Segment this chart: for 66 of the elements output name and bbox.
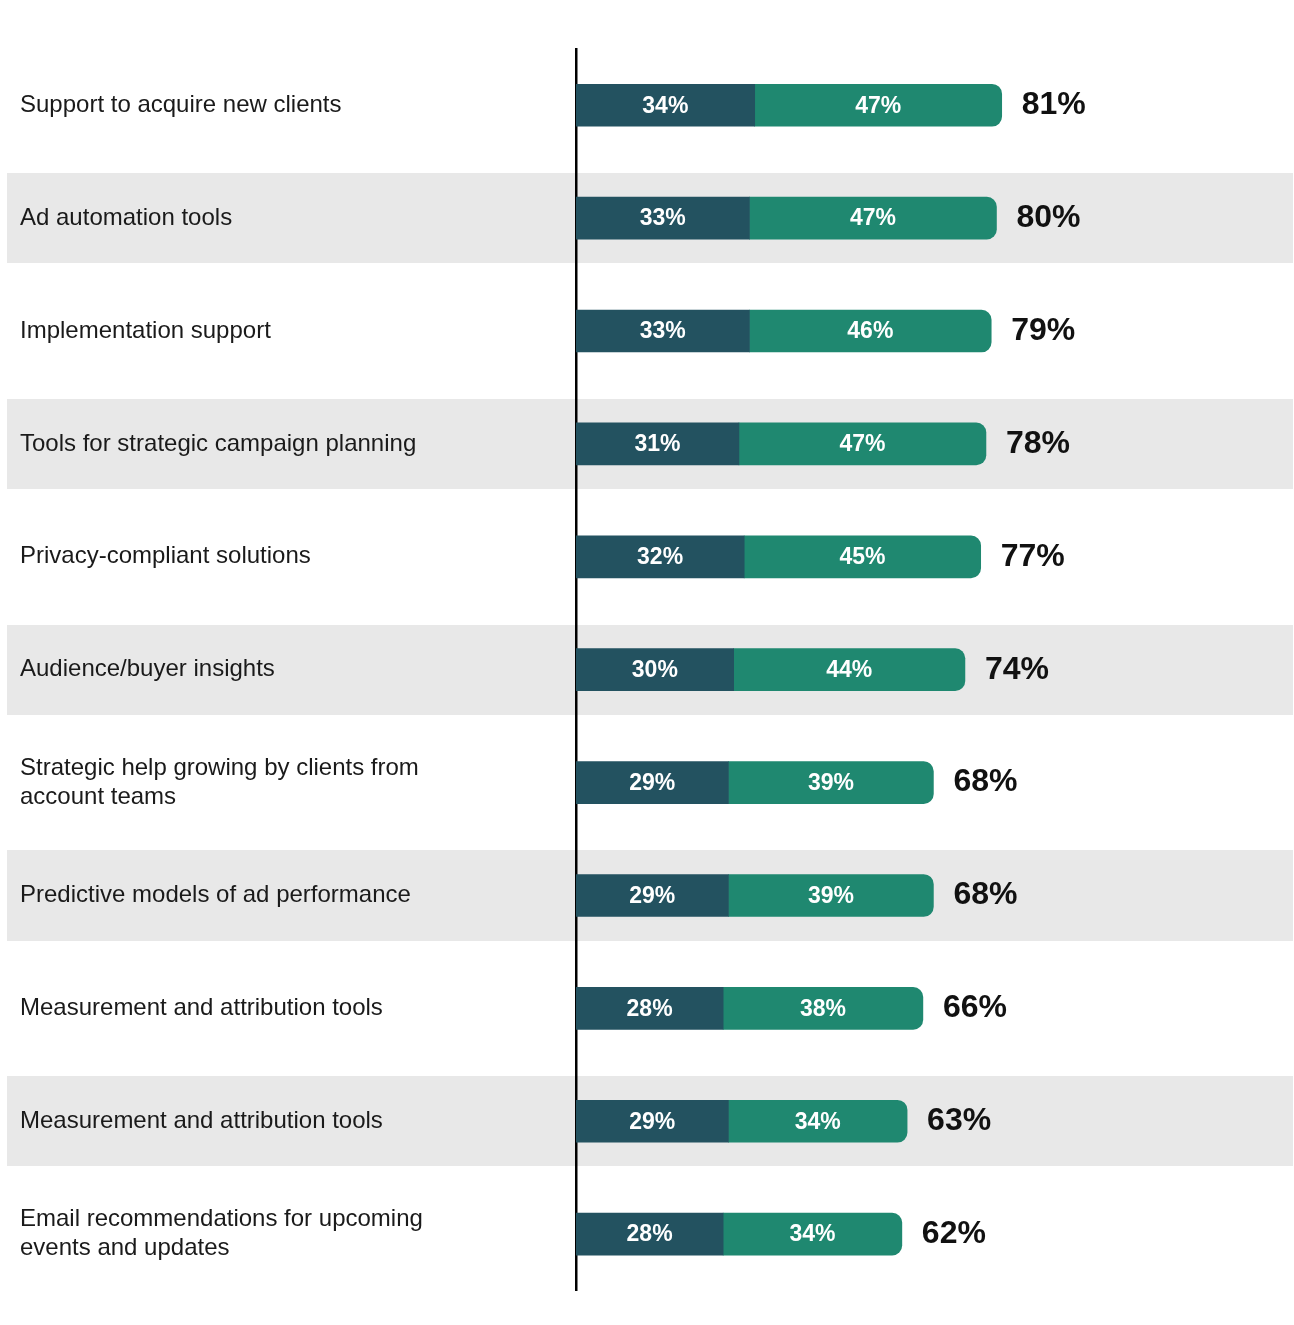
data-label: 29% xyxy=(629,881,676,908)
bar xyxy=(576,422,740,466)
bar xyxy=(576,648,734,692)
y-tick-label: Implementation support xyxy=(20,315,272,343)
y-tick-label: Audience/buyer insights xyxy=(20,654,275,682)
data-label: 47% xyxy=(839,430,886,457)
total-label: 74% xyxy=(984,649,1049,686)
total-label: 68% xyxy=(953,875,1018,912)
y-tick-label: Strategic help growing by clients from account teams xyxy=(20,752,419,809)
data-label: 47% xyxy=(849,204,896,231)
data-label: 30% xyxy=(631,656,678,683)
y-tick-label: Email recommendations for upcoming events and updates xyxy=(20,1204,423,1261)
data-label: 28% xyxy=(626,1220,673,1247)
bar xyxy=(728,1099,908,1143)
bar xyxy=(576,309,750,353)
data-label: 38% xyxy=(800,994,847,1021)
y-tick-label: Predictive models of ad performance xyxy=(20,880,411,908)
bar xyxy=(722,987,924,1030)
data-label: 34% xyxy=(642,91,689,118)
bar xyxy=(738,422,987,466)
bar xyxy=(722,1212,903,1256)
y-tick-label: Privacy-compliant solutions xyxy=(20,541,311,569)
data-label: 34% xyxy=(789,1220,836,1247)
data-label: 32% xyxy=(637,543,684,570)
data-label: 29% xyxy=(629,1107,676,1134)
data-label: 44% xyxy=(826,656,873,683)
total-label: 62% xyxy=(921,1213,986,1250)
bar xyxy=(728,874,934,917)
y-tick-label: Ad automation tools xyxy=(20,202,233,230)
data-label: 29% xyxy=(629,768,676,795)
data-label: 33% xyxy=(639,204,686,231)
data-label: 31% xyxy=(634,430,681,457)
total-label: 79% xyxy=(1011,310,1076,347)
bar xyxy=(749,309,992,353)
total-label: 63% xyxy=(927,1101,992,1138)
data-label: 33% xyxy=(639,317,686,344)
bar xyxy=(576,535,745,579)
bar xyxy=(749,196,997,240)
data-label: 39% xyxy=(807,881,854,908)
data-label: 45% xyxy=(839,543,886,570)
total-label: 81% xyxy=(1021,85,1086,122)
data-label: 39% xyxy=(807,768,854,795)
bar xyxy=(576,83,756,127)
total-label: 78% xyxy=(1005,423,1070,460)
bar xyxy=(576,761,729,804)
bar xyxy=(733,648,966,692)
y-tick-label: Support to acquire new clients xyxy=(20,89,342,117)
data-label: 46% xyxy=(847,317,894,344)
bar xyxy=(576,987,724,1030)
y-tick-label: Measurement and attribution tools xyxy=(20,1105,383,1133)
bar xyxy=(576,1099,729,1143)
y-tick-label: Measurement and attribution tools xyxy=(20,993,383,1020)
bar xyxy=(754,83,1003,127)
total-label: 66% xyxy=(942,988,1007,1025)
bar xyxy=(743,535,982,579)
data-label: 34% xyxy=(794,1107,841,1134)
bar xyxy=(576,1212,724,1256)
total-label: 80% xyxy=(1016,197,1081,234)
bar xyxy=(728,761,934,804)
total-label: 77% xyxy=(1000,536,1065,573)
bar xyxy=(576,874,729,917)
data-label: 47% xyxy=(855,91,902,118)
y-tick-label: Tools for strategic campaign planning xyxy=(20,428,417,456)
bar xyxy=(576,196,750,240)
data-label: 28% xyxy=(626,994,673,1021)
total-label: 68% xyxy=(953,762,1018,799)
